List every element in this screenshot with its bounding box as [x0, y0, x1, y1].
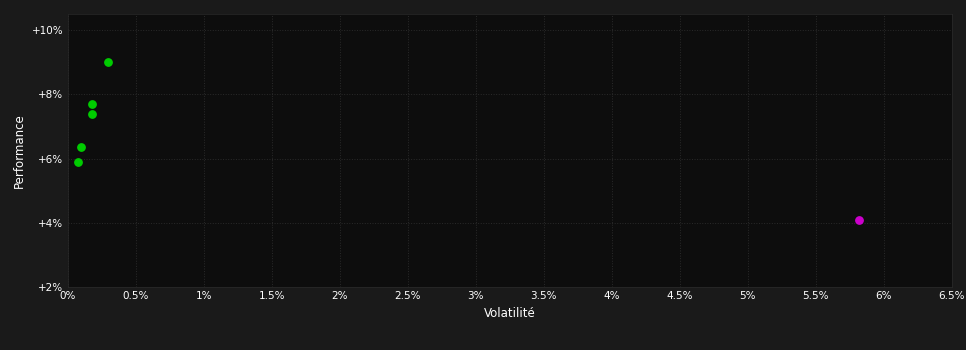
Point [73, 145, 89, 150]
Point [851, 217, 867, 222]
Point [71, 159, 86, 164]
Point [84, 101, 99, 107]
Point [84, 111, 99, 116]
Y-axis label: Performance: Performance [14, 113, 26, 188]
Point [100, 60, 116, 65]
X-axis label: Volatilité: Volatilité [484, 307, 535, 320]
